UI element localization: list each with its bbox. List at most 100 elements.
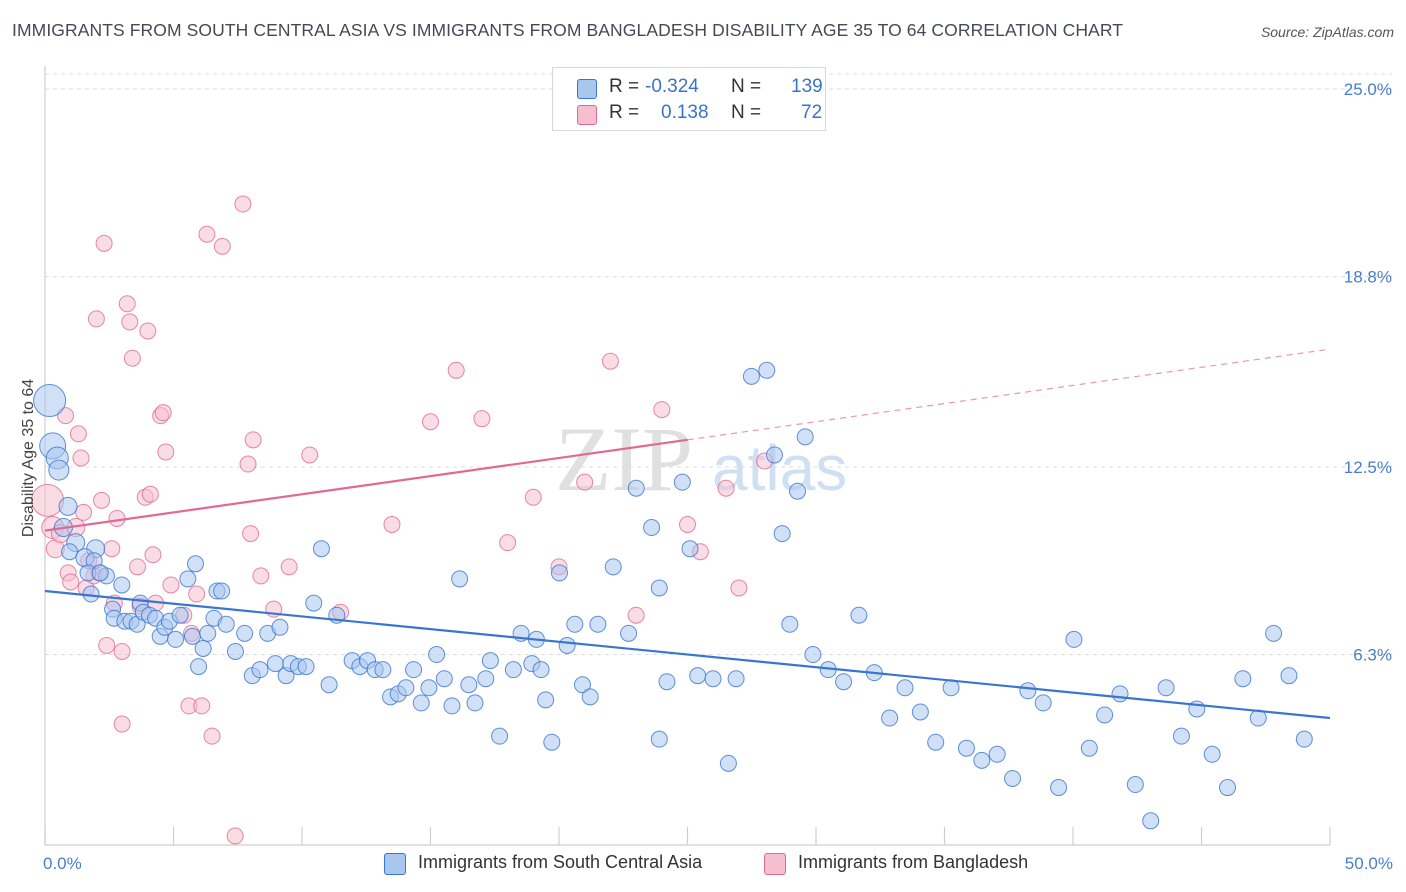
pink-point: [118, 295, 136, 313]
blue-point: [796, 428, 814, 446]
blue-point: [627, 479, 645, 497]
blue-point: [1004, 769, 1022, 787]
y-axis-label: Disability Age 35 to 64: [20, 379, 37, 537]
pink-point: [113, 715, 131, 733]
legend-r-label: R =: [609, 102, 640, 123]
blue-point: [190, 658, 208, 676]
blue-point: [412, 694, 430, 712]
blue-point: [704, 670, 722, 688]
pink-point: [157, 443, 175, 461]
pink-point: [239, 455, 257, 473]
legend-swatch-blue: [577, 79, 597, 99]
pink-point: [139, 322, 157, 340]
blue-point: [911, 703, 929, 721]
blue-point: [451, 570, 469, 588]
blue-point: [719, 754, 737, 772]
chart-title: IMMIGRANTS FROM SOUTH CENTRAL ASIA VS IM…: [12, 20, 1124, 40]
blue-point: [491, 727, 509, 745]
blue-point: [988, 745, 1006, 763]
blue-point: [91, 564, 109, 582]
blue-point: [1157, 679, 1175, 697]
pink-point: [62, 573, 80, 591]
blue-point: [566, 615, 584, 633]
pink-point: [301, 446, 319, 464]
blue-point: [804, 646, 822, 664]
blue-point: [658, 673, 676, 691]
y-tick-label: 18.8%: [1344, 268, 1392, 287]
legend-r-value-pink: 0.138: [661, 102, 709, 123]
legend-n-label: N =: [731, 102, 762, 123]
blue-point: [428, 646, 446, 664]
blue-point: [881, 709, 899, 727]
blue-point: [477, 670, 495, 688]
tick-labels: 6.3% 12.5% 18.8% 25.0% 0.0% 50.0%: [43, 80, 1393, 873]
blue-point: [537, 691, 555, 709]
blue-point: [435, 670, 453, 688]
pink-point: [252, 567, 270, 585]
pink-point: [203, 727, 221, 745]
pink-point: [129, 558, 147, 576]
blue-point: [532, 661, 550, 679]
y-tick-label: 25.0%: [1344, 80, 1392, 99]
pink-point: [103, 540, 121, 558]
pink-point: [69, 425, 87, 443]
legend-r-value-blue: -0.324: [645, 76, 699, 97]
blue-point: [781, 615, 799, 633]
blue-point: [171, 606, 189, 624]
blue-point: [689, 667, 707, 685]
blue-point: [650, 730, 668, 748]
pink-point: [95, 234, 113, 252]
blue-point: [271, 618, 289, 636]
pink-point: [213, 237, 231, 255]
blue-point: [194, 639, 212, 657]
legend-box: R = -0.324 N = 139 R = 0.138 N = 72: [552, 67, 826, 131]
legend-n-label: N =: [731, 76, 762, 97]
blue-point: [1265, 624, 1283, 642]
bottom-legend-swatch-pink: [764, 853, 786, 875]
pink-point: [499, 534, 517, 552]
blue-point: [1096, 706, 1114, 724]
blue-point: [581, 688, 599, 706]
blue-point: [742, 367, 760, 385]
x-tick-label-min: 0.0%: [43, 854, 82, 873]
blue-point: [1111, 685, 1129, 703]
blue-point: [620, 624, 638, 642]
blue-point: [226, 642, 244, 660]
pink-point: [72, 449, 90, 467]
blue-point: [217, 615, 235, 633]
blue-point: [650, 579, 668, 597]
blue-trend-line: [44, 589, 1331, 720]
blue-point: [1126, 776, 1144, 794]
pink-point: [627, 606, 645, 624]
pink-point: [75, 503, 93, 521]
pink-point: [576, 473, 594, 491]
blue-point: [199, 624, 217, 642]
legend-r-label: R =: [609, 76, 640, 97]
blue-point: [673, 473, 691, 491]
trend-lines: [44, 348, 1331, 720]
pink-point: [193, 697, 211, 715]
legend-n-value-blue: 139: [791, 76, 823, 97]
blue-point: [297, 658, 315, 676]
pink-point: [717, 479, 735, 497]
pink-point: [113, 642, 131, 660]
blue-point: [48, 459, 70, 481]
blue-point: [33, 384, 67, 418]
pink-point: [121, 313, 139, 331]
blue-point: [543, 733, 561, 751]
pink-point: [226, 827, 244, 845]
blue-point: [1034, 694, 1052, 712]
blue-point: [179, 570, 197, 588]
blue-point: [61, 543, 79, 561]
blue-point: [187, 555, 205, 573]
blue-point: [312, 540, 330, 558]
blue-point: [320, 676, 338, 694]
source-label: Source: ZipAtlas.com: [1260, 24, 1394, 40]
watermark-zip: ZIP: [555, 408, 693, 510]
pink-point: [154, 404, 172, 422]
blue-point: [443, 697, 461, 715]
blue-point: [113, 576, 131, 594]
blue-point: [213, 582, 231, 600]
blue-point: [835, 673, 853, 691]
pink-point: [422, 413, 439, 431]
